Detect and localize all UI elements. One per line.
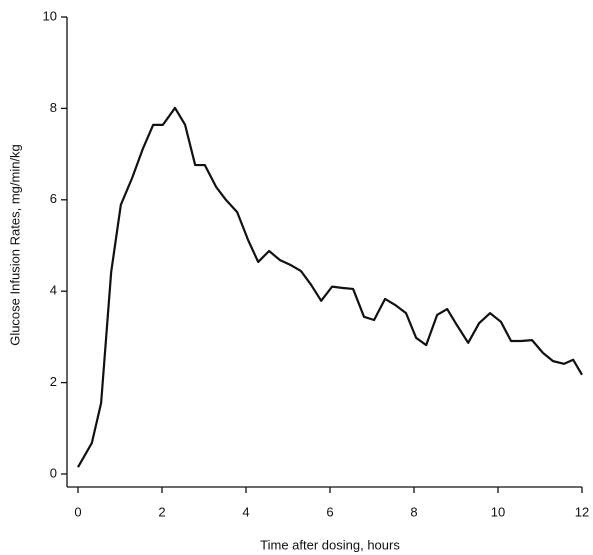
x-tick-label: 4 xyxy=(242,504,249,519)
y-tick-label: 6 xyxy=(50,191,57,206)
y-tick-label: 4 xyxy=(50,283,57,298)
x-tick-label: 0 xyxy=(74,504,81,519)
x-tick-label: 8 xyxy=(410,504,417,519)
x-tick-label: 10 xyxy=(491,504,505,519)
x-tick-label: 12 xyxy=(575,504,589,519)
x-axis-label: Time after dosing, hours xyxy=(260,537,400,552)
y-tick-label: 10 xyxy=(43,8,57,23)
line xyxy=(77,106,583,468)
y-tick-label: 2 xyxy=(50,374,57,389)
x-tick-label: 6 xyxy=(326,504,333,519)
y-tick-label: 0 xyxy=(50,465,57,480)
x-tick-label: 2 xyxy=(158,504,165,519)
y-tick-label: 8 xyxy=(50,100,57,115)
y-axis-label: Glucose Infusion Rates, mg/min/kg xyxy=(7,144,22,346)
